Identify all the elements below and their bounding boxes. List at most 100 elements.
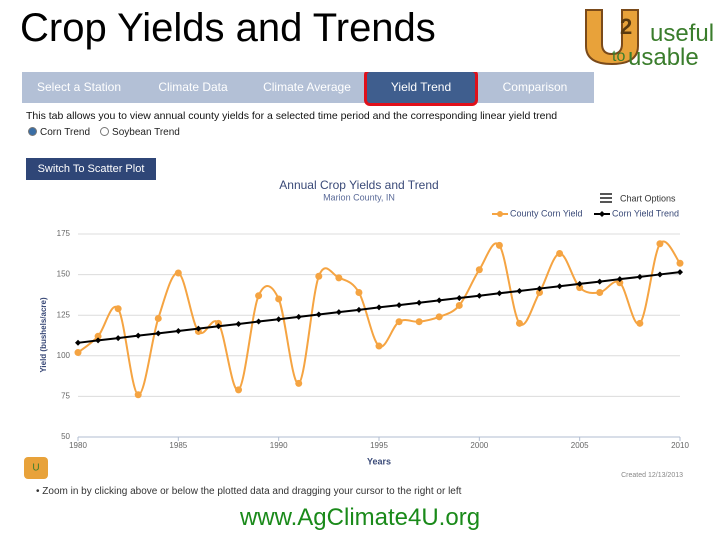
chart: Annual Crop Yields and Trend Marion Coun… <box>24 178 689 479</box>
point-marker <box>455 301 463 309</box>
radio-group: Corn Trend Soybean Trend <box>28 127 180 138</box>
point-marker <box>395 318 403 326</box>
point-marker <box>95 337 102 344</box>
series-line <box>77 240 681 396</box>
point-marker <box>677 269 683 276</box>
point-marker <box>134 391 142 399</box>
point-marker <box>295 379 303 387</box>
point-marker <box>556 249 564 257</box>
credit: Created 12/13/2013 <box>621 472 683 479</box>
small-logo: U <box>24 457 48 479</box>
chart-subtitle: Marion County, IN <box>323 192 395 202</box>
y-tick-label: 175 <box>57 229 71 238</box>
point-marker <box>376 304 382 311</box>
point-marker <box>135 332 142 339</box>
y-tick-label: 75 <box>61 392 70 401</box>
y-tick-label: 100 <box>57 351 71 360</box>
y-tick-label: 125 <box>57 310 71 319</box>
chart-title: Annual Crop Yields and Trend <box>279 178 438 192</box>
point-marker <box>576 284 584 292</box>
tab-bar: Select a Station Climate Data Climate Av… <box>22 72 594 103</box>
point-marker <box>375 342 383 350</box>
point-marker <box>275 316 282 323</box>
slide-title: Crop Yields and Trends <box>20 6 436 50</box>
x-tick-label: 1980 <box>69 441 87 450</box>
point-marker <box>536 285 543 292</box>
radio-option[interactable]: Soybean Trend <box>100 127 180 138</box>
point-marker <box>355 288 363 296</box>
logo-mark: 2 <box>585 9 639 66</box>
point-marker <box>556 283 563 290</box>
tab[interactable]: Select a Station <box>36 80 122 94</box>
point-marker <box>396 302 403 309</box>
point-marker <box>495 241 503 249</box>
footer: www.AgClimate4U.org <box>239 504 481 531</box>
point-marker <box>616 276 623 283</box>
point-marker <box>315 272 323 280</box>
point-marker <box>596 288 604 296</box>
point-marker <box>515 319 523 327</box>
point-marker <box>74 349 82 357</box>
point-marker <box>154 314 162 322</box>
logo-word: useful <box>650 20 715 47</box>
point-marker <box>155 330 162 337</box>
point-marker <box>215 323 222 330</box>
button[interactable]: Switch To Scatter Plot <box>26 158 156 180</box>
legend-marker <box>599 211 605 217</box>
chart-options[interactable]: Chart Options <box>620 193 676 203</box>
point-marker <box>315 311 322 318</box>
point-marker <box>174 269 182 277</box>
tab-active[interactable]: Yield Trend <box>367 72 475 103</box>
radio-label[interactable]: Soybean Trend <box>112 127 180 138</box>
point-marker <box>536 288 544 296</box>
hint-text: Zoom in by clicking above or below the p… <box>42 486 462 497</box>
logo-word: to <box>612 48 626 65</box>
point-marker <box>476 292 483 299</box>
point-marker <box>416 299 423 306</box>
screenshot: Select a Station Climate Data Climate Av… <box>22 72 697 497</box>
y-tick-label: 50 <box>61 432 70 441</box>
legend-label: County Corn Yield <box>510 208 583 218</box>
point-marker <box>636 319 644 327</box>
point-marker <box>355 306 362 313</box>
y-axis-label: Yield (bushels/acre) <box>39 297 48 373</box>
point-marker <box>115 335 122 342</box>
radio-label[interactable]: Corn Trend <box>40 127 91 138</box>
x-tick-label: 1990 <box>270 441 288 450</box>
point-marker <box>436 297 443 304</box>
point-marker <box>335 309 342 316</box>
logo-word: usable <box>628 44 699 71</box>
y-tick-label: 150 <box>57 270 71 279</box>
point-marker <box>175 327 182 334</box>
legend-label: Corn Yield Trend <box>612 208 679 218</box>
radio[interactable] <box>28 127 37 136</box>
point-marker <box>114 305 122 313</box>
point-marker <box>636 273 643 280</box>
point-marker <box>616 279 624 287</box>
point-marker <box>435 313 443 321</box>
point-marker <box>94 332 102 340</box>
hint: • Zoom in by clicking above or below the… <box>36 486 462 497</box>
point-marker <box>475 266 483 274</box>
point-marker <box>255 292 263 300</box>
point-marker <box>75 339 81 346</box>
tab[interactable]: Climate Data <box>158 80 228 94</box>
radio-option[interactable]: Corn Trend <box>28 127 90 138</box>
radio[interactable] <box>100 127 110 136</box>
svg-text:U: U <box>32 463 39 474</box>
x-tick-label: 2000 <box>470 441 488 450</box>
x-tick-label: 1985 <box>169 441 187 450</box>
menu-icon[interactable] <box>600 193 612 203</box>
point-marker <box>235 386 243 394</box>
point-marker <box>576 280 583 287</box>
point-marker <box>456 294 463 301</box>
point-marker <box>415 318 423 326</box>
x-tick-label: 1995 <box>370 441 388 450</box>
point-marker <box>295 313 302 320</box>
point-marker <box>255 318 262 325</box>
tab[interactable]: Comparison <box>502 80 568 94</box>
svg-text:2: 2 <box>620 14 632 39</box>
point-marker <box>335 274 343 282</box>
tab[interactable]: Climate Average <box>263 80 351 94</box>
